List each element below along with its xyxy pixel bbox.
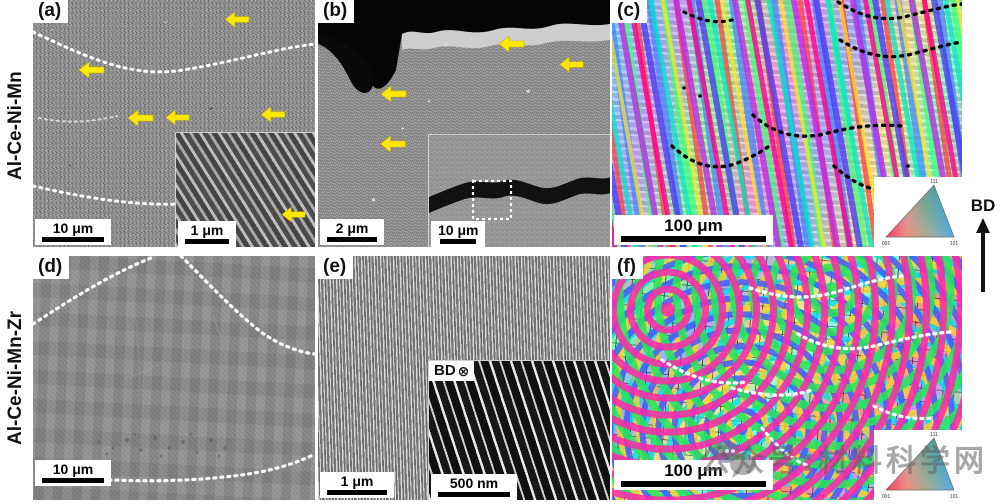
yellow-arrow-icon: [261, 107, 286, 122]
panel-a[interactable]: 1 μm 10 μm: [33, 0, 315, 247]
panel-b-inset-oxide-seam: [429, 177, 610, 221]
scalebar-line: [327, 237, 377, 242]
scalebar-line: [185, 239, 229, 244]
panel-b-oxide-rim: [402, 23, 610, 50]
svg-text:101: 101: [950, 494, 959, 500]
yellow-arrow-icon: [498, 36, 525, 52]
yellow-arrow-icon: [380, 136, 406, 152]
up-arrow-icon: [976, 218, 990, 292]
scalebar-panel-a-inset: 1 μm: [178, 221, 236, 247]
svg-text:111: 111: [930, 432, 938, 438]
scalebar-line: [621, 481, 766, 487]
scalebar-panel-e-inset: 500 nm: [431, 474, 517, 500]
panel-c[interactable]: 111 001 101 100 μm: [612, 0, 962, 247]
panel-b[interactable]: 10 μm 2 μm: [318, 0, 610, 247]
row-label-al-ce-ni-mn: Al-Ce-Ni-Mn: [5, 71, 26, 181]
scalebar-panel-e: 1 μm: [320, 472, 394, 498]
panel-tag-c: (c): [612, 0, 648, 23]
yellow-arrow-icon: [282, 207, 306, 222]
scalebar-line: [42, 237, 104, 242]
panel-tag-d: (d): [33, 256, 70, 279]
panel-tag-a: (a): [33, 0, 69, 23]
yellow-arrow-icon: [225, 12, 250, 27]
scalebar-line: [438, 492, 510, 497]
panel-d-etch-band: [97, 432, 227, 458]
scalebar-line: [621, 236, 766, 242]
panel-tag-e: (e): [318, 256, 354, 279]
ipf-triangle-icon: 111 001 101: [882, 179, 959, 247]
panel-f[interactable]: 111 001 101 100 μm: [612, 256, 962, 500]
ipf-color-key-panel-f: 111 001 101: [874, 430, 962, 500]
yellow-arrow-icon: [380, 86, 407, 102]
row-label-al-ce-ni-mn-zr: Al-Ce-Ni-Mn-Zr: [5, 310, 26, 446]
yellow-arrow-icon: [128, 110, 154, 126]
svg-text:111: 111: [930, 179, 938, 185]
panel-e-inset[interactable]: BD ⊗ 500 nm: [428, 360, 610, 500]
panel-b-void-region: [318, 0, 610, 94]
panel-e[interactable]: BD ⊗ 500 nm 1 μm: [318, 256, 610, 500]
scalebar-panel-d: 10 μm: [35, 460, 111, 486]
panel-b-inset[interactable]: 10 μm: [428, 134, 610, 247]
yellow-arrow-icon: [166, 110, 190, 125]
panel-d[interactable]: 10 μm: [33, 256, 315, 500]
scalebar-panel-a: 10 μm: [35, 219, 111, 245]
svg-text:001: 001: [882, 241, 891, 247]
panel-tag-b: (b): [318, 0, 355, 23]
bd-label: BD: [434, 362, 456, 379]
scalebar-line: [42, 478, 104, 483]
svg-text:101: 101: [950, 241, 959, 247]
yellow-arrow-icon: [79, 62, 105, 78]
scalebar-panel-f: 100 μm: [614, 460, 773, 490]
scalebar-panel-b-inset: 10 μm: [431, 221, 486, 247]
scalebar-line: [440, 239, 477, 244]
scalebar-panel-c: 100 μm: [614, 215, 773, 245]
panel-e-inset-direction-marker: BD ⊗: [429, 361, 475, 381]
panel-tag-f: (f): [612, 256, 643, 279]
circled-cross-icon: ⊗: [457, 362, 470, 379]
panel-a-inset[interactable]: 1 μm: [175, 132, 315, 247]
ipf-color-key-panel-c: 111 001 101: [874, 177, 962, 247]
build-direction-label: BD: [970, 196, 996, 215]
svg-text:001: 001: [882, 494, 891, 500]
build-direction-marker: BD: [966, 196, 1000, 294]
scalebar-panel-b: 2 μm: [320, 219, 384, 245]
scalebar-line: [327, 490, 387, 495]
yellow-arrow-icon: [559, 57, 584, 72]
ipf-triangle-icon: 111 001 101: [882, 432, 959, 500]
